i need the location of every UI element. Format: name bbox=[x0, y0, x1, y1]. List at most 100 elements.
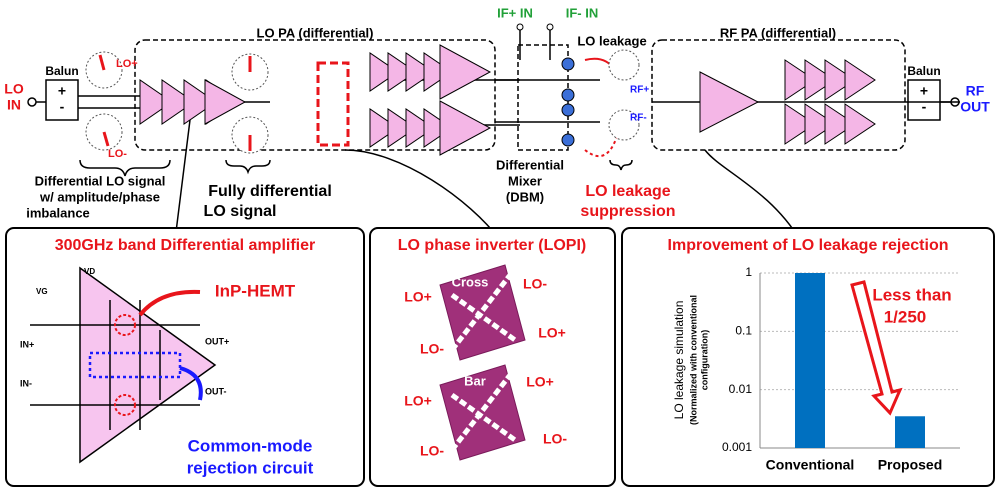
label: RF+ bbox=[630, 85, 649, 96]
amp bbox=[844, 59, 876, 101]
balun-r bbox=[907, 79, 941, 121]
amp bbox=[824, 103, 856, 145]
amp bbox=[369, 52, 399, 92]
label: IF- IN bbox=[566, 5, 599, 20]
lopi-box bbox=[316, 61, 350, 147]
label: LO+ bbox=[116, 58, 138, 70]
port bbox=[27, 97, 37, 107]
label: Common-mode bbox=[188, 436, 313, 455]
label: RF bbox=[966, 83, 985, 99]
hemt-mark bbox=[114, 394, 136, 416]
label: Cross bbox=[452, 274, 489, 289]
amp-symbol bbox=[79, 266, 217, 464]
label: Balun bbox=[45, 64, 78, 78]
cmrc-box bbox=[88, 351, 182, 379]
brace bbox=[609, 159, 633, 171]
bar bbox=[895, 416, 925, 448]
connector bbox=[344, 149, 501, 241]
annotation: Less than bbox=[872, 285, 951, 304]
label: Mixer bbox=[508, 173, 542, 188]
phasor bbox=[608, 109, 640, 141]
amplifiers bbox=[78, 44, 960, 156]
label: imbalance bbox=[26, 205, 90, 220]
minus: - bbox=[922, 99, 927, 115]
phasor-arrow bbox=[102, 131, 110, 147]
mixer-cell bbox=[561, 88, 575, 102]
label: Bar bbox=[464, 373, 486, 388]
phasor-arrow bbox=[98, 54, 106, 71]
bar bbox=[795, 273, 825, 448]
mixer-box bbox=[517, 44, 569, 151]
label: OUT bbox=[960, 99, 990, 115]
amp bbox=[824, 59, 856, 101]
label: VD bbox=[84, 267, 95, 276]
label: (DBM) bbox=[506, 189, 544, 204]
label: LO- bbox=[543, 431, 567, 447]
plus: + bbox=[920, 83, 928, 99]
label: IF+ IN bbox=[497, 5, 533, 20]
bar-lines bbox=[450, 373, 517, 452]
y-label: configuration) bbox=[699, 330, 709, 391]
label: Differential LO signal bbox=[35, 173, 166, 188]
plot: 1 0.1 0.01 0.001 Conventional Proposed bbox=[722, 265, 960, 473]
amp bbox=[423, 108, 453, 148]
arrow bbox=[179, 366, 203, 401]
minus: - bbox=[60, 99, 65, 115]
arrow bbox=[138, 289, 201, 317]
label: OUT+ bbox=[205, 336, 229, 346]
chart-title: Improvement of LO leakage rejection bbox=[668, 237, 949, 254]
balun-l bbox=[45, 79, 79, 121]
phasor bbox=[608, 49, 640, 81]
annotation: 1/250 bbox=[884, 307, 927, 326]
label: LO leakage bbox=[577, 33, 646, 48]
amp bbox=[387, 52, 417, 92]
amp bbox=[439, 44, 492, 100]
label: LO signal bbox=[204, 203, 277, 220]
mixer-cell bbox=[561, 103, 575, 117]
phasors bbox=[85, 51, 269, 154]
label: LO leakage bbox=[585, 183, 670, 200]
label: IN bbox=[7, 97, 21, 113]
amp bbox=[405, 108, 435, 148]
connector bbox=[174, 119, 191, 241]
label: LO- bbox=[420, 443, 444, 459]
y-tick-label: 0.1 bbox=[735, 324, 752, 338]
y-tick-label: 0.01 bbox=[729, 382, 753, 396]
amp bbox=[784, 103, 816, 145]
label: suppression bbox=[580, 203, 675, 220]
lo-pa-box bbox=[134, 39, 496, 151]
panel-title: LO phase inverter (LOPI) bbox=[398, 237, 586, 254]
label: rejection circuit bbox=[187, 458, 314, 477]
label: IN+ bbox=[20, 339, 34, 349]
cross-lines bbox=[450, 273, 517, 352]
label: LO- bbox=[420, 341, 444, 357]
mixer-cell bbox=[561, 133, 575, 147]
label: Differential bbox=[496, 157, 564, 172]
x-tick-label: Conventional bbox=[766, 457, 855, 473]
amp bbox=[439, 100, 492, 156]
amp bbox=[804, 103, 836, 145]
amp bbox=[804, 59, 836, 101]
label: LO- bbox=[108, 148, 127, 160]
x-tick-label: Proposed bbox=[878, 457, 943, 473]
label: LO+ bbox=[526, 374, 554, 390]
amp bbox=[161, 79, 195, 125]
amp bbox=[405, 52, 435, 92]
amp bbox=[369, 108, 399, 148]
rf-pa-box bbox=[651, 39, 906, 151]
amp bbox=[699, 71, 760, 133]
y-label: (Normalized with conventional bbox=[688, 295, 698, 425]
label: LO bbox=[4, 81, 24, 97]
label: OUT- bbox=[205, 386, 227, 396]
y-axis-label: LO leakage simulation (Normalized with c… bbox=[672, 295, 709, 425]
label: Balun bbox=[907, 64, 940, 78]
label: LO+ bbox=[404, 393, 432, 409]
amp bbox=[183, 79, 217, 125]
label: RF PA (differential) bbox=[720, 25, 836, 40]
label: LO+ bbox=[404, 289, 432, 305]
wire bbox=[495, 30, 600, 123]
annotation-arrow bbox=[850, 280, 903, 416]
hemt-mark bbox=[114, 314, 136, 336]
connector bbox=[704, 149, 801, 241]
